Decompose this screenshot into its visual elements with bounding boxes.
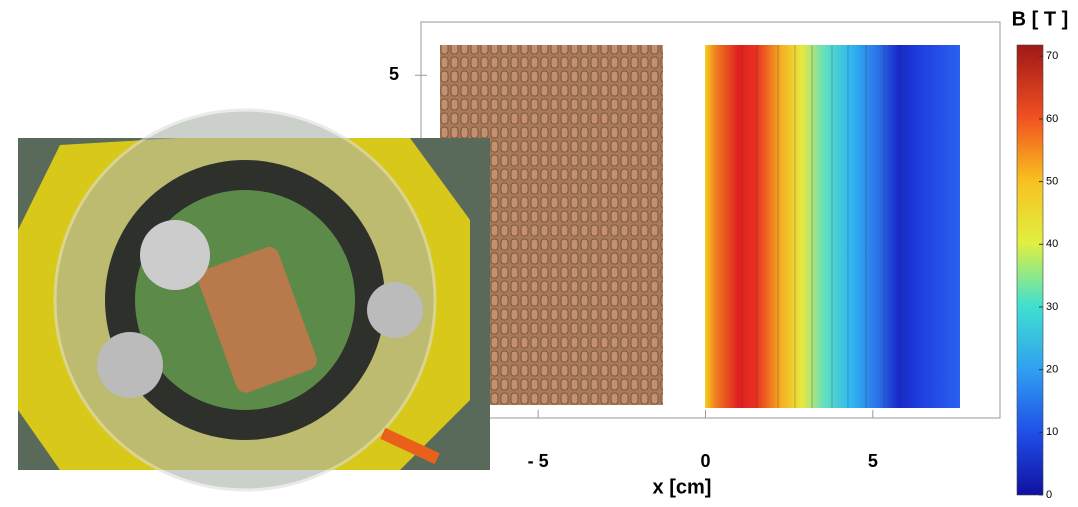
field-map (705, 45, 960, 408)
x-tick-label: - 5 (528, 451, 549, 471)
y-tick-label: 5 (389, 64, 399, 84)
colorbar-tick-label: 70 (1046, 50, 1058, 62)
machine-photo (18, 110, 490, 490)
colorbar-tick-label: 20 (1046, 364, 1058, 376)
figure: x [cm] B [ T ] - 5055010203040506070 (0, 0, 1078, 502)
colorbar-tick-label: 10 (1046, 426, 1058, 438)
x-axis-label: x [cm] (653, 476, 712, 498)
colorbar-tick-label: 60 (1046, 113, 1058, 125)
x-tick-label: 5 (868, 451, 878, 471)
colorbar-tick-label: 0 (1046, 489, 1052, 501)
colorbar-tick-label: 40 (1046, 238, 1058, 250)
x-tick-label: 0 (700, 451, 710, 471)
colorbar (1017, 45, 1043, 495)
colorbar-label: B [ T ] (1012, 8, 1069, 30)
colorbar-tick-label: 50 (1046, 176, 1058, 188)
colorbar-tick-label: 30 (1046, 301, 1058, 313)
